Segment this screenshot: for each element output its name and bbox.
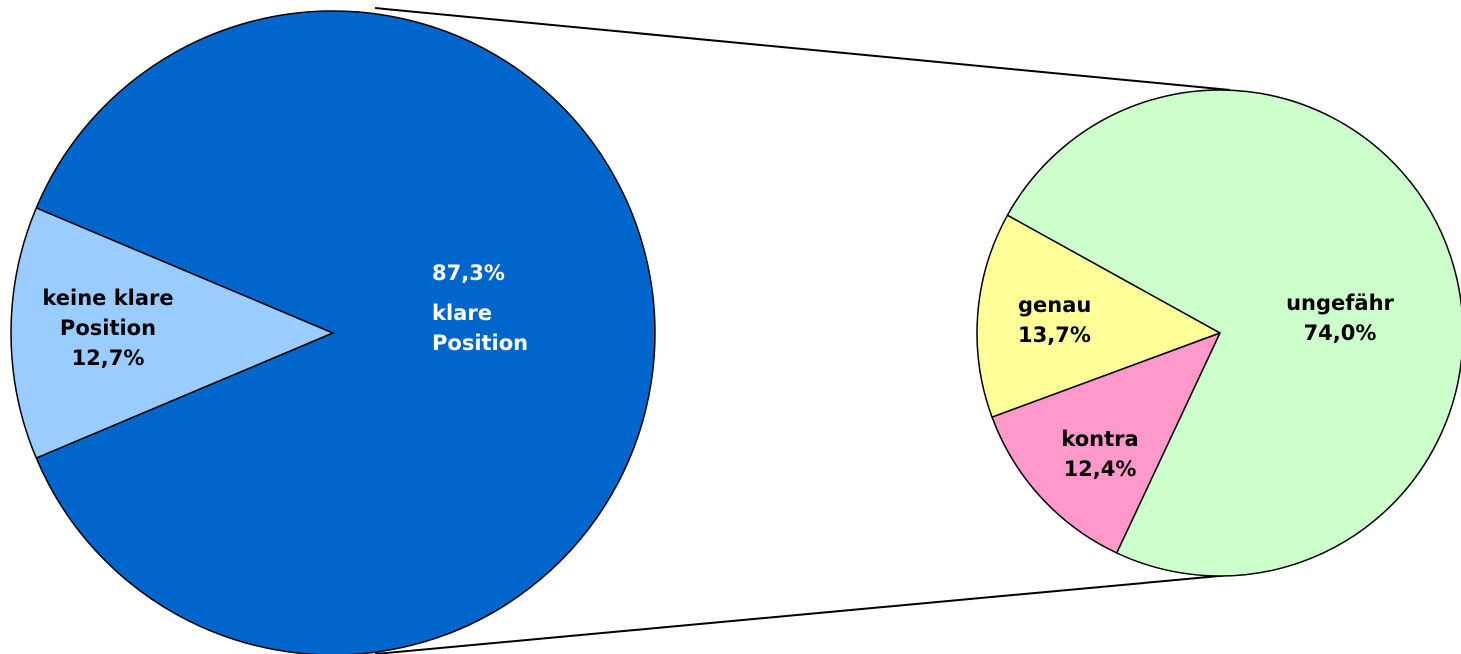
pie-slice [991,331,1222,554]
pie-slice [35,10,656,654]
connector-line [374,7,1231,91]
slice-label: ungefähr 74,0% [1270,288,1410,348]
slice-label: 87,3% klare Position [432,258,582,358]
slice-name: genau [1018,293,1092,317]
slice-name: klare Position [432,301,529,355]
pie-slice [1006,89,1461,577]
slice-label: genau 13,7% [1018,290,1138,350]
pie-slice [976,214,1222,419]
slice-name: ungefähr [1286,291,1394,315]
slice-value: 87,3% [432,261,505,285]
slice-label: kontra 12,4% [1040,424,1160,484]
connector-line [374,574,1231,654]
slice-name: kontra [1061,427,1139,451]
slice-value: 13,7% [1018,323,1091,347]
slice-value: 12,7% [71,346,145,370]
slice-value: 12,4% [1063,457,1137,481]
pie-slice [10,206,335,460]
slice-label: keine klare Position 12,7% [18,283,198,373]
slice-value: 74,0% [1303,321,1377,345]
slice-name: keine klare Position [42,286,174,340]
